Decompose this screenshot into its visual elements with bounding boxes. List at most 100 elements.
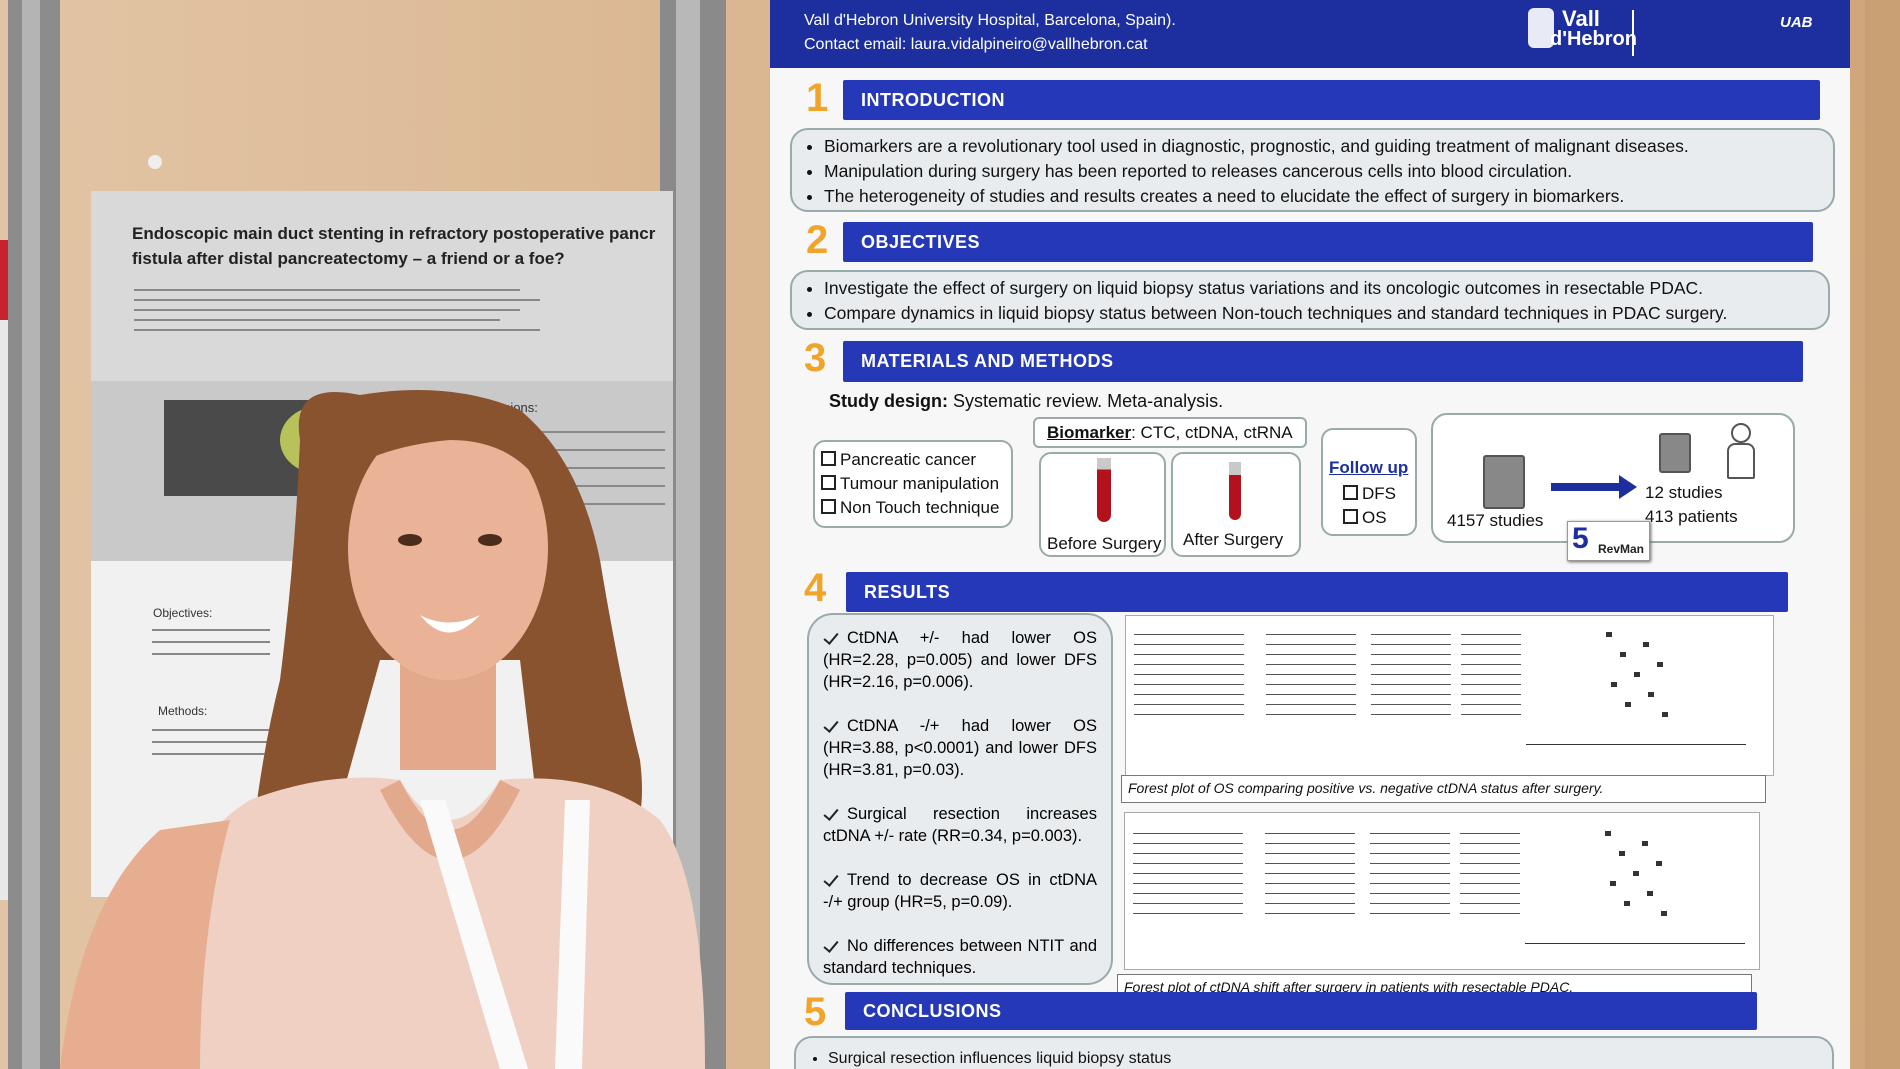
studies-found: 4157 studies — [1447, 511, 1544, 530]
left-poster-title: fistula after distal pancreatectomy – a … — [132, 249, 565, 268]
plot-row — [1461, 674, 1521, 675]
plot-axis — [1526, 744, 1746, 745]
follow-up-title: Follow up — [1329, 458, 1409, 477]
plot-row — [1371, 664, 1451, 665]
section-number: 2 — [806, 218, 829, 262]
plot-axis — [1525, 943, 1745, 944]
wall-right — [1865, 0, 1900, 1069]
bullet: Compare dynamics in liquid biopsy status… — [824, 301, 1818, 326]
logo-text: Vall — [1562, 6, 1600, 31]
plot-row — [1265, 833, 1355, 834]
criterion-text: Non Touch technique — [840, 498, 1000, 517]
objectives-box: Investigate the effect of surgery on liq… — [790, 270, 1830, 330]
study-design-text: Systematic review. Meta-analysis. — [953, 391, 1224, 411]
section-title: INTRODUCTION — [843, 80, 1820, 120]
plot-row — [1460, 863, 1520, 864]
blood-tube — [1097, 458, 1111, 522]
plot-marker — [1606, 632, 1612, 637]
sample-label: After Surgery — [1183, 530, 1284, 549]
section-title: CONCLUSIONS — [845, 992, 1757, 1030]
smile — [420, 615, 480, 633]
lanyard — [555, 800, 590, 1069]
poster-header: Vall d'Hebron University Hospital, Barce… — [770, 0, 1850, 68]
plot-row — [1133, 893, 1243, 894]
plot-row — [1371, 654, 1451, 655]
study-design: Study design: Systematic review. Meta-an… — [829, 391, 1223, 412]
document-icon — [1483, 455, 1525, 509]
plot-row — [1266, 664, 1356, 665]
plot-row — [1266, 674, 1356, 675]
biomarker-label: Biomarker — [1047, 423, 1132, 442]
bullet: Surgical resection influences liquid bio… — [828, 1046, 1822, 1069]
result-text: No differences between NTIT and standard… — [823, 937, 1097, 977]
eye — [398, 534, 422, 546]
section-number: 4 — [804, 566, 827, 610]
follow-up-item: OS — [1343, 508, 1387, 528]
poster: Vall d'Hebron University Hospital, Barce… — [770, 0, 1850, 1069]
software-version: 5 — [1572, 522, 1589, 555]
plot-marker — [1624, 901, 1630, 906]
plot-row — [1370, 873, 1450, 874]
plot-row — [1461, 644, 1521, 645]
left-poster-title: Endoscopic main duct stenting in refract… — [132, 224, 656, 243]
biomarker-text: : CTC, ctDNA, ctRNA — [1131, 423, 1293, 442]
plot-row — [1371, 644, 1451, 645]
logo-text: UAB — [1780, 14, 1813, 31]
plot-marker — [1647, 891, 1653, 896]
criterion: Non Touch technique — [821, 496, 1005, 520]
patients: 413 patients — [1645, 507, 1738, 526]
plot-row — [1266, 634, 1356, 635]
section-title: OBJECTIVES — [843, 222, 1813, 262]
plot-row — [1461, 694, 1521, 695]
sample-box: Before Surgery — [1039, 452, 1166, 557]
study-design-label: Study design: — [829, 391, 949, 411]
bullet: Biomarkers are a revolutionary tool used… — [824, 134, 1823, 159]
result: CtDNA +/- had lower OS (HR=2.28, p=0.005… — [823, 627, 1097, 693]
plot-row — [1371, 634, 1451, 635]
plot-row — [1461, 654, 1521, 655]
plot-row — [1461, 634, 1521, 635]
plot-marker — [1620, 652, 1626, 657]
plot-row — [1133, 873, 1243, 874]
plot-marker — [1661, 911, 1667, 916]
plot-row — [1265, 843, 1355, 844]
follow-up-text: OS — [1362, 508, 1387, 527]
plot-row — [1370, 903, 1450, 904]
plot-row — [1266, 694, 1356, 695]
result-text: CtDNA +/- had lower OS (HR=2.28, p=0.005… — [823, 629, 1097, 691]
plot-row — [1461, 704, 1521, 705]
plot-row — [1460, 883, 1520, 884]
left-poster-header — [91, 191, 673, 381]
section-number: 5 — [804, 990, 827, 1034]
plot-row — [1370, 843, 1450, 844]
bullet: Investigate the effect of surgery on liq… — [824, 276, 1818, 301]
plot-row — [1265, 853, 1355, 854]
criteria-box: Pancreatic cancer Tumour manipulation No… — [813, 440, 1013, 528]
plot-marker — [1610, 881, 1616, 886]
logo-divider — [1632, 10, 1634, 56]
plot-row — [1266, 654, 1356, 655]
neckline — [380, 780, 520, 860]
plot-row — [1134, 694, 1244, 695]
plot-row — [1133, 903, 1243, 904]
arrow-shaft — [1551, 483, 1621, 491]
plot-row — [1370, 853, 1450, 854]
plot-marker — [1656, 861, 1662, 866]
software-name: RevMan — [1598, 542, 1645, 556]
document-icon — [1659, 433, 1691, 473]
bullet: The heterogeneity of studies and results… — [824, 184, 1823, 209]
bullet: Manipulation during surgery has been rep… — [824, 159, 1823, 184]
follow-up-item: DFS — [1343, 484, 1396, 504]
plot-row — [1370, 863, 1450, 864]
plot-row — [1460, 903, 1520, 904]
eye — [478, 534, 502, 546]
plot-row — [1265, 913, 1355, 914]
plot-row — [1371, 674, 1451, 675]
criterion-text: Pancreatic cancer — [840, 450, 977, 469]
lanyard — [420, 800, 528, 1069]
plot-row — [1133, 883, 1243, 884]
hair-fringe — [345, 408, 550, 500]
plot-row — [1460, 833, 1520, 834]
person-icon-head — [1731, 423, 1751, 443]
plot-row — [1370, 913, 1450, 914]
